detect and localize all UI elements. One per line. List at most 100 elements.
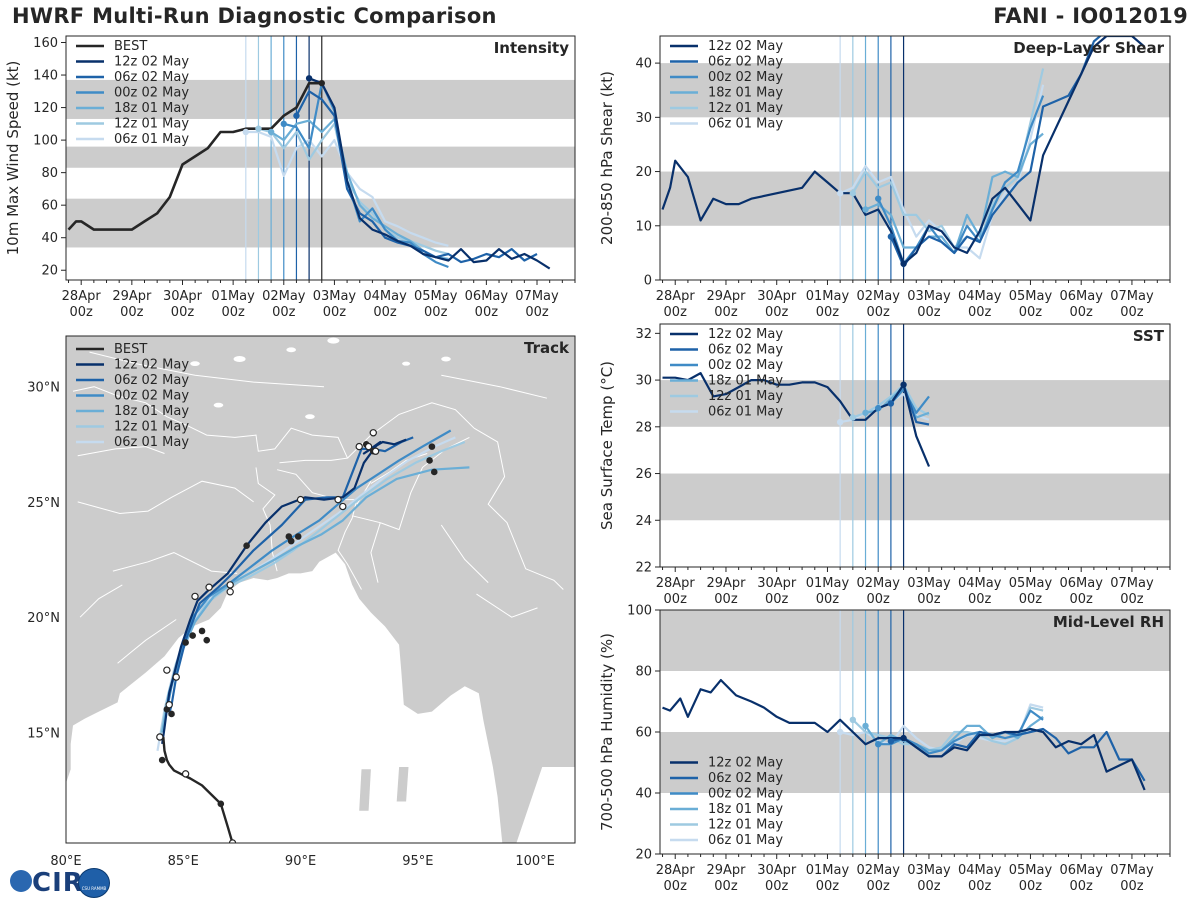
legend-label: 12z 01 May xyxy=(708,101,783,116)
position-marker-open xyxy=(364,442,373,451)
x-tick-label-hour: 00z xyxy=(714,305,738,320)
x-tick-label-hour: 00z xyxy=(1070,592,1094,607)
init-marker xyxy=(900,734,907,742)
x-tick-label-date: 06May xyxy=(465,289,509,304)
legend-label: 12z 01 May xyxy=(708,389,783,404)
x-tick-label-hour: 00z xyxy=(917,305,941,320)
y-tick-label: 40 xyxy=(41,231,58,246)
plot-frame xyxy=(65,335,576,844)
island xyxy=(376,871,385,894)
x-tick-label-date: 01May xyxy=(806,863,850,878)
x-tick-label-date: 07May xyxy=(515,289,559,304)
init-marker xyxy=(887,400,895,407)
init-marker xyxy=(875,404,882,412)
init-marker xyxy=(305,75,313,82)
legend-label: 18z 01 May xyxy=(114,101,189,116)
x-tick-label-hour: 00z xyxy=(867,879,891,894)
track-line-00z-02-may xyxy=(165,429,452,710)
position-marker-open xyxy=(369,429,377,437)
init-marker xyxy=(887,233,895,240)
position-marker-filled xyxy=(168,710,175,718)
x-tick-label-date: 30Apr xyxy=(757,863,797,878)
position-marker-open xyxy=(355,442,363,451)
legend-label: 06z 01 May xyxy=(708,833,783,848)
init-marker xyxy=(836,190,844,197)
x-tick-label-hour: 00z xyxy=(1070,305,1094,320)
series-line-12z-02-may xyxy=(662,372,931,467)
init-marker xyxy=(849,190,857,197)
init-marker xyxy=(242,128,249,136)
position-marker-open xyxy=(371,447,380,455)
init-marker xyxy=(875,195,882,202)
y-tick-label: 22 xyxy=(635,561,652,576)
legend-label: 06z 02 May xyxy=(708,55,783,70)
y-axis-label: 700-500 hPa Humidity (%) xyxy=(598,633,616,831)
boundary-line xyxy=(77,446,165,457)
x-tick-label-date: 06May xyxy=(1059,289,1103,304)
x-tick-label-date: 29Apr xyxy=(706,576,746,591)
init-marker xyxy=(293,112,300,119)
panel-rh: 2040608010028Apr00z29Apr00z30Apr00z01May… xyxy=(598,604,1171,894)
x-tick-label-date: 01May xyxy=(211,289,255,304)
lake xyxy=(286,347,296,353)
best-track-line xyxy=(67,81,322,231)
position-marker-open xyxy=(296,495,305,504)
legend-label: 00z 02 May xyxy=(708,787,783,802)
y-tick-label: 20 xyxy=(635,848,652,863)
legend-label: 12z 01 May xyxy=(114,117,189,132)
series-line-12z-01-may xyxy=(852,706,1044,752)
x-tick-label-hour: 00z xyxy=(171,305,195,320)
init-marker xyxy=(255,125,262,132)
legend-label: 18z 01 May xyxy=(708,374,783,389)
y-tick-label: 80 xyxy=(635,665,652,680)
rammb-badge-icon: CSU RAMMB xyxy=(78,868,110,898)
x-tick-label: 90°E xyxy=(285,854,316,869)
globe-icon xyxy=(10,870,32,892)
boundary-line xyxy=(89,351,325,388)
x-tick-label-date: 06May xyxy=(1059,576,1103,591)
position-marker-filled xyxy=(428,443,436,450)
lake xyxy=(233,356,246,363)
lake xyxy=(213,402,224,408)
x-tick-label-hour: 00z xyxy=(968,305,992,320)
legend-label: 06z 02 May xyxy=(708,771,783,786)
x-tick-label: 80°E xyxy=(50,854,81,869)
x-tick-label-date: 28Apr xyxy=(62,289,102,304)
figure-title: HWRF Multi-Run Diagnostic Comparison xyxy=(12,4,497,28)
panel-title: Mid-Level RH xyxy=(1053,613,1164,631)
y-tick-label: 32 xyxy=(635,327,652,342)
x-tick-label-hour: 00z xyxy=(1019,592,1043,607)
boundary-line xyxy=(370,522,381,583)
lake xyxy=(441,356,451,362)
legend-label: 06z 01 May xyxy=(114,132,189,147)
island xyxy=(396,767,409,802)
legend-label: 18z 01 May xyxy=(114,404,189,419)
panel-title: Deep-Layer Shear xyxy=(1013,39,1164,57)
x-tick-label-date: 30Apr xyxy=(757,289,797,304)
panel-title: Track xyxy=(524,339,570,357)
legend-label: 18z 01 May xyxy=(708,86,783,101)
x-tick-label-hour: 00z xyxy=(968,879,992,894)
x-tick-label: 100°E xyxy=(515,854,555,869)
init-marker xyxy=(875,741,882,748)
x-tick-label-date: 07May xyxy=(1110,863,1154,878)
x-tick-label-date: 05May xyxy=(1009,576,1053,591)
position-marker-filled xyxy=(217,800,225,808)
series-group xyxy=(662,372,931,467)
series-line-12z-01-may xyxy=(851,68,1045,249)
init-marker xyxy=(849,414,857,421)
y-tick-label: 100 xyxy=(627,604,652,619)
init-marker xyxy=(836,728,844,736)
shaded-band xyxy=(66,146,575,168)
x-tick-label-hour: 00z xyxy=(816,305,840,320)
init-marker xyxy=(900,260,907,267)
legend-label: BEST xyxy=(114,39,147,54)
init-marker xyxy=(900,381,907,388)
x-tick-label-date: 30Apr xyxy=(757,576,797,591)
legend-label: 12z 01 May xyxy=(114,420,189,435)
x-tick-label-hour: 00z xyxy=(70,305,94,320)
shaded-band xyxy=(66,198,575,248)
y-tick-label: 100 xyxy=(33,134,58,149)
island xyxy=(359,769,371,811)
series-group xyxy=(67,75,551,270)
